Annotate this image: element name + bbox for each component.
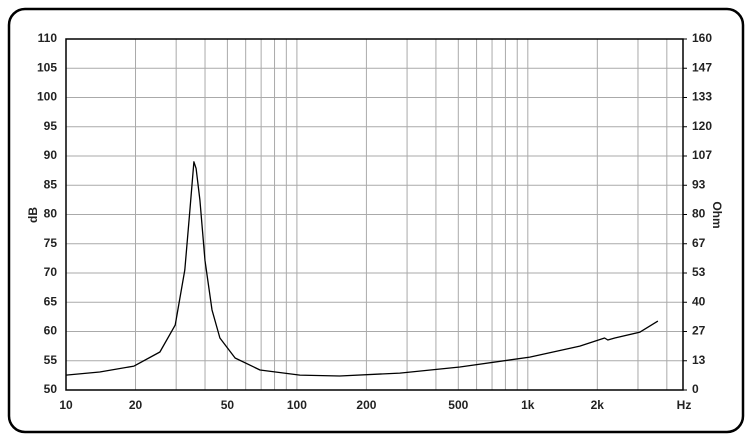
- y-tick-label: 80: [44, 207, 58, 221]
- y2-tick-label: 107: [692, 148, 712, 162]
- y-tick-label: 60: [44, 324, 58, 338]
- x-tick-label: 50: [221, 398, 235, 412]
- y-tick-label: 50: [44, 382, 58, 396]
- y-tick-label: 65: [44, 294, 58, 308]
- y-tick-label: 105: [37, 60, 57, 74]
- y2-tick-label: 40: [692, 294, 706, 308]
- y2-tick-label: 160: [692, 31, 712, 45]
- x-tick-label: 500: [448, 398, 468, 412]
- y2-tick-label: 133: [692, 90, 712, 104]
- y2-tick-label: 53: [692, 265, 706, 279]
- y-tick-label: 100: [37, 90, 57, 104]
- x-tick-label: 10: [59, 398, 73, 412]
- x-tick-label: 1k: [521, 398, 535, 412]
- frame: [7, 7, 745, 434]
- y2-tick-label: 27: [692, 324, 706, 338]
- y2-axis-label: Ohm: [710, 201, 724, 228]
- x-tick-label: 20: [129, 398, 143, 412]
- y-tick-label: 85: [44, 177, 58, 191]
- y-tick-label: 70: [44, 265, 58, 279]
- plot-frame: [65, 38, 684, 391]
- y-tick-label: 90: [44, 148, 58, 162]
- y2-tick-label: 120: [692, 119, 712, 133]
- y2-tick-label: 13: [692, 353, 706, 367]
- x-tick-label: 100: [287, 398, 307, 412]
- impedance-curve: [65, 161, 659, 377]
- y-tick-label: 75: [44, 236, 58, 250]
- x-tick-label: 2k: [591, 398, 605, 412]
- y2-tick-label: 67: [692, 236, 706, 250]
- y-tick-label: 95: [44, 119, 58, 133]
- y2-tick-label: 93: [692, 177, 706, 191]
- y-axis-label: dB: [26, 207, 40, 223]
- x-axis-label: Hz: [677, 398, 692, 412]
- y2-tick-label: 80: [692, 207, 706, 221]
- x-tick-label: 200: [356, 398, 376, 412]
- y-tick-label: 110: [38, 31, 58, 45]
- y-tick-label: 55: [44, 353, 58, 367]
- y2-tick-label: 147: [692, 60, 712, 74]
- y2-tick-label: 0: [692, 382, 699, 396]
